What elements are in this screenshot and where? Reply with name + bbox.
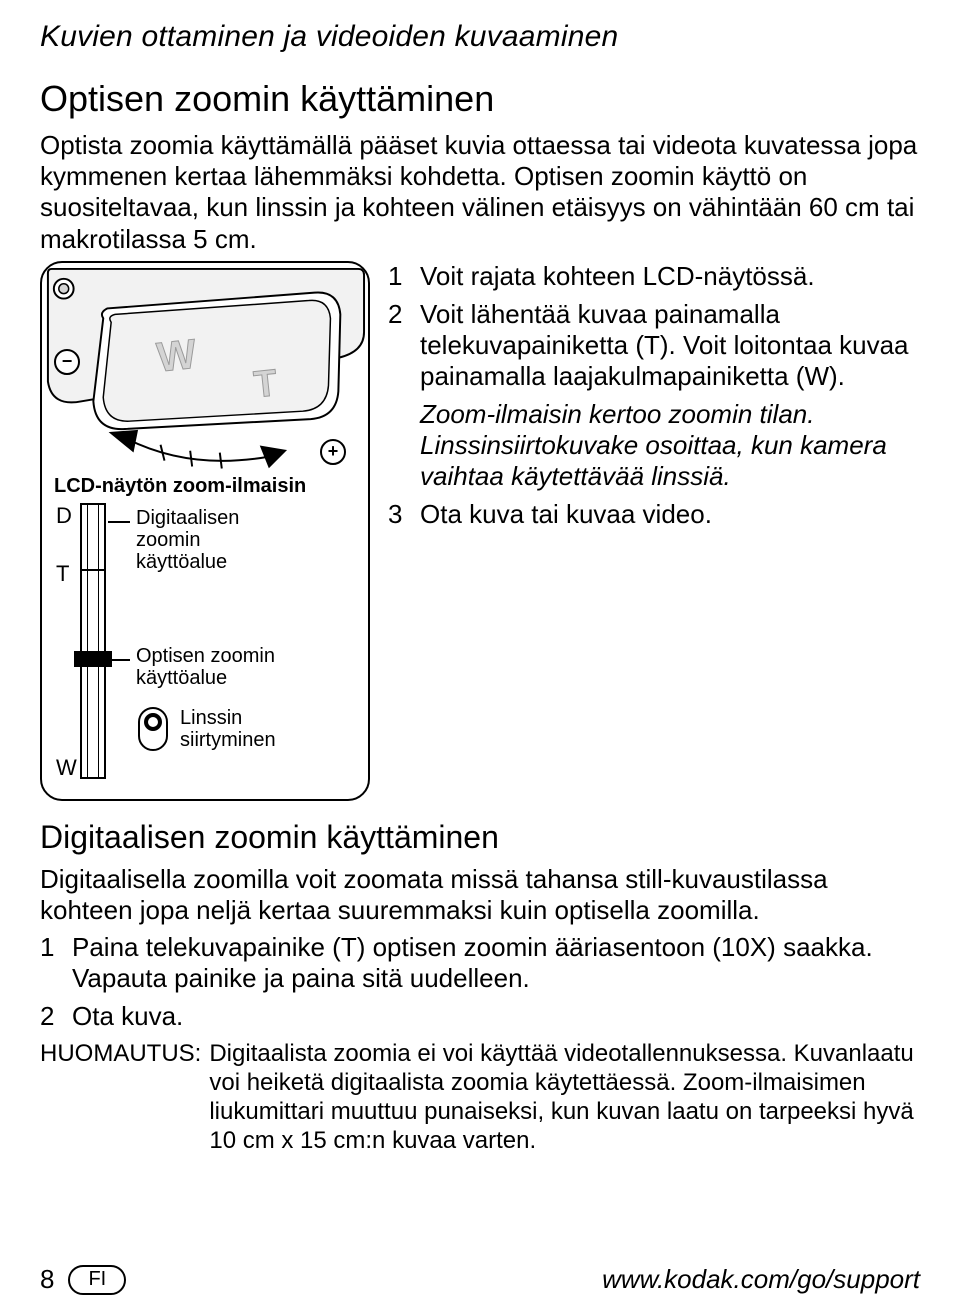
section2-heading: Digitaalisen zoomin käyttäminen <box>40 819 920 856</box>
steps-column: 1 Voit rajata kohteen LCD-näytössä. 2 Vo… <box>388 261 920 801</box>
page-footer: 8 FI www.kodak.com/go/support <box>40 1264 920 1295</box>
lens-shift-dot-inner <box>148 717 158 727</box>
note-row: HUOMAUTUS: Digitaalista zoomia ei voi kä… <box>40 1040 920 1155</box>
step-1: 1 Voit rajata kohteen LCD-näytössä. <box>388 261 920 292</box>
step-text: Voit rajata kohteen LCD-näytössä. <box>420 261 920 292</box>
section1-heading: Optisen zoomin käyttäminen <box>40 78 920 120</box>
chapter-title: Kuvien ottaminen ja videoiden kuvaaminen <box>40 20 920 54</box>
two-column-layout: W T − + LCD-näytön zoom-ilmaisin D T W <box>40 261 920 801</box>
footer-left: 8 FI <box>40 1264 126 1295</box>
letter-d: D <box>56 503 72 529</box>
zoom-bar-inner <box>87 503 99 779</box>
step-number: 3 <box>388 499 408 530</box>
section2-intro: Digitaalisella zoomilla voit zoomata mis… <box>40 864 920 926</box>
label-lens-shift: Linssin siirtyminen <box>180 707 340 751</box>
zoom-out-icon: − <box>54 349 80 375</box>
step-2-text: Voit lähentää kuvaa painamalla telekuvap… <box>420 299 909 390</box>
step-text: Paina telekuvapainike (T) optisen zoomin… <box>72 932 920 993</box>
letter-t: T <box>56 561 69 587</box>
step-number: 1 <box>388 261 408 292</box>
note-label: HUOMAUTUS: <box>40 1040 201 1155</box>
label-optical-range: Optisen zoomin käyttöalue <box>136 645 316 689</box>
zoom-bar-divider <box>80 569 106 571</box>
indicator-title: LCD-näytön zoom-ilmaisin <box>54 475 306 498</box>
diagram-column: W T − + LCD-näytön zoom-ilmaisin D T W <box>40 261 370 801</box>
leader-line-digital <box>108 521 130 523</box>
footer-url: www.kodak.com/go/support <box>602 1264 920 1295</box>
svg-text:W: W <box>155 329 200 380</box>
section2-step-2: 2 Ota kuva. <box>40 1001 920 1032</box>
note-body: Digitaalista zoomia ei voi käyttää video… <box>209 1040 920 1155</box>
step-text: Voit lähentää kuvaa painamalla telekuvap… <box>420 299 920 491</box>
section1-intro: Optista zoomia käyttämällä pääset kuvia … <box>40 130 920 255</box>
language-badge: FI <box>68 1265 126 1295</box>
step-2: 2 Voit lähentää kuvaa painamalla telekuv… <box>388 299 920 491</box>
step-2-note: Zoom-ilmaisin kertoo zoomin tilan. Linss… <box>420 399 920 491</box>
step-number: 2 <box>40 1001 60 1032</box>
zoom-bar-marker <box>74 651 112 667</box>
svg-text:T: T <box>252 361 279 405</box>
page-number: 8 <box>40 1264 54 1295</box>
zoom-bar-area: D T W Digitaalisen zoomin käyttöalue Opt… <box>56 503 356 783</box>
zoom-diagram: W T − + LCD-näytön zoom-ilmaisin D T W <box>40 261 370 801</box>
step-number: 2 <box>388 299 408 491</box>
step-3: 3 Ota kuva tai kuvaa video. <box>388 499 920 530</box>
step-text: Ota kuva tai kuvaa video. <box>420 499 920 530</box>
letter-w: W <box>56 755 77 781</box>
section2-step-1: 1 Paina telekuvapainike (T) optisen zoom… <box>40 932 920 993</box>
step-number: 1 <box>40 932 60 993</box>
step-text: Ota kuva. <box>72 1001 920 1032</box>
leader-line-optical <box>108 659 130 661</box>
zoom-in-icon: + <box>320 439 346 465</box>
label-digital-range: Digitaalisen zoomin käyttöalue <box>136 507 296 573</box>
